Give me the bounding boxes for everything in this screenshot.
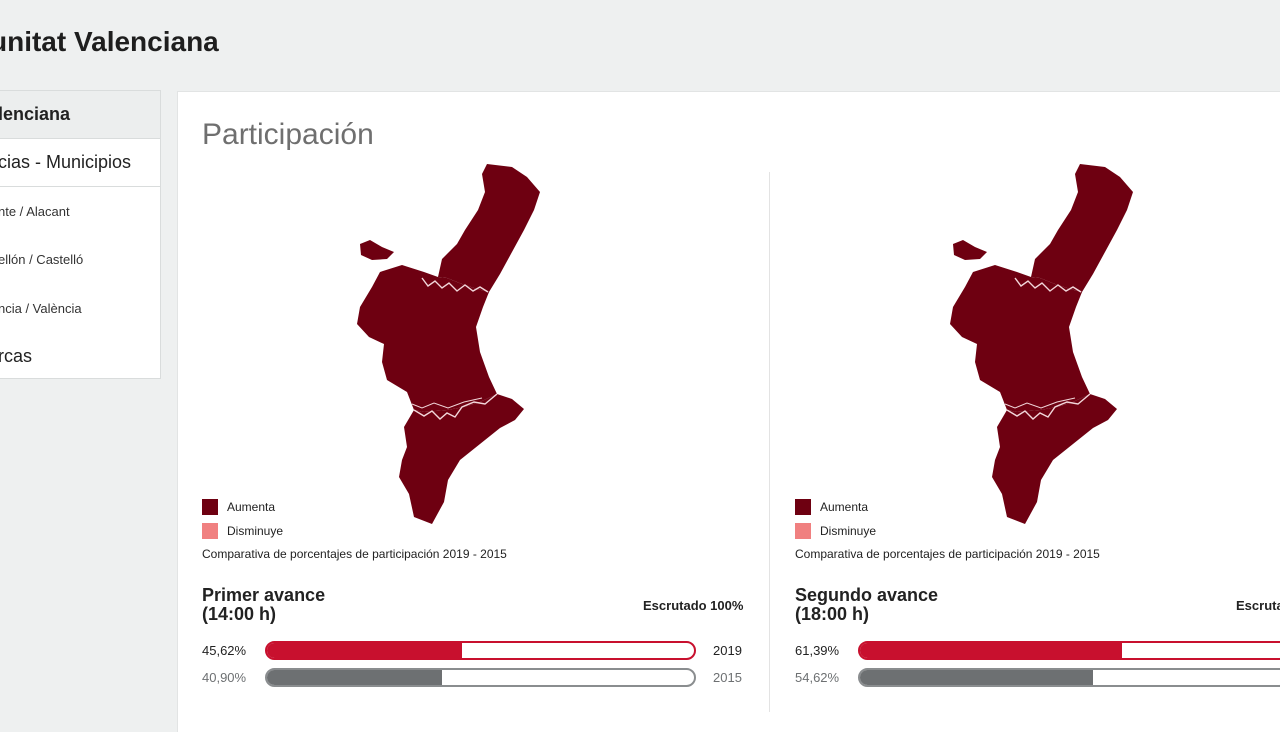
sidebar-item-label: cias - Municipios [0,152,132,172]
avance-title: Primer avance [202,585,326,605]
avance-title: Segundo avance [795,585,939,605]
avance-time: (14:00 h) [202,604,277,624]
escrutado-label: Escrutado 100% [643,598,744,613]
legend-swatch-disminuye [795,523,811,539]
bar-percentage: 54,62% [795,670,840,685]
legend-disminuye: Disminuye [202,523,283,539]
avance-column-2: Aumenta Disminuye Comparativa de porcent… [771,92,1280,732]
region-map[interactable] [352,162,552,532]
sidebar-item-label: ncia / València [0,300,82,316]
avance-heading: Primer avance (14:00 h) [202,586,325,624]
bar-fill [267,670,442,685]
province-castellon[interactable] [953,164,1133,292]
bar-track [265,668,696,687]
legend-aumenta: Aumenta [202,499,275,515]
sidebar-item-label: ellón / Castelló [0,252,84,268]
legend-swatch-aumenta [795,499,811,515]
province-valencia[interactable] [357,265,497,412]
participation-bar-2015: 40,90% 2015 [202,668,746,688]
sidebar-item-label: nte / Alacant [0,203,70,219]
bar-year: 2015 [713,670,742,685]
column-divider [769,172,770,712]
bar-percentage: 45,62% [202,643,247,658]
page-title: unitat Valenciana [0,26,219,57]
bar-track [858,668,1280,687]
sidebar-item-castellon[interactable]: ellón / Castelló [0,236,160,285]
bar-track [265,641,696,660]
province-castellon[interactable] [360,164,540,292]
legend-swatch-disminuye [202,523,218,539]
bar-percentage: 61,39% [795,643,840,658]
sidebar-heading[interactable]: lenciana [0,91,160,139]
legend-label-disminuye: Disminuye [227,524,284,538]
region-map[interactable] [945,162,1145,532]
legend-label-disminuye: Disminuye [820,524,877,538]
comparativa-caption: Comparativa de porcentajes de participac… [795,547,1100,561]
participation-bar-2019: 45,62% 2019 [202,641,746,661]
avance-column-1: Aumenta Disminuye Comparativa de porcent… [178,92,743,732]
bar-fill [267,643,462,658]
participation-bar-2015: 54,62% 2015 [795,668,1280,688]
bar-track [858,641,1280,660]
province-alicante[interactable] [992,394,1117,524]
legend-label-aumenta: Aumenta [820,500,869,514]
province-valencia[interactable] [950,265,1090,412]
bar-year: 2019 [713,643,742,658]
avance-heading: Segundo avance (18:00 h) [795,586,938,624]
legend-aumenta: Aumenta [795,499,868,515]
bar-percentage: 40,90% [202,670,247,685]
section-title: Participación [202,118,374,151]
bar-fill [860,670,1094,685]
sidebar-item-valencia[interactable]: ncia / València [0,284,160,333]
legend-swatch-aumenta [202,499,218,515]
bar-fill [860,643,1123,658]
escrutado-label: Escrutado 100% [1236,598,1280,613]
sidebar-heading-label: lenciana [0,104,71,124]
sidebar-item-municipios[interactable]: cias - Municipios [0,139,160,187]
legend-label-aumenta: Aumenta [227,500,276,514]
sidebar: lenciana cias - Municipios nte / Alacant… [0,90,161,379]
participation-bar-2019: 61,39% 2019 [795,641,1280,661]
province-alicante[interactable] [399,394,524,524]
avance-time: (18:00 h) [795,604,870,624]
sidebar-item-comarcas[interactable]: rcas [0,333,160,381]
sidebar-item-alicante[interactable]: nte / Alacant [0,187,160,236]
participation-panel: Participación Aumenta Disminuye [177,91,1280,732]
legend-disminuye: Disminuye [795,523,876,539]
comparativa-caption: Comparativa de porcentajes de participac… [202,547,507,561]
sidebar-item-label: rcas [0,346,33,366]
